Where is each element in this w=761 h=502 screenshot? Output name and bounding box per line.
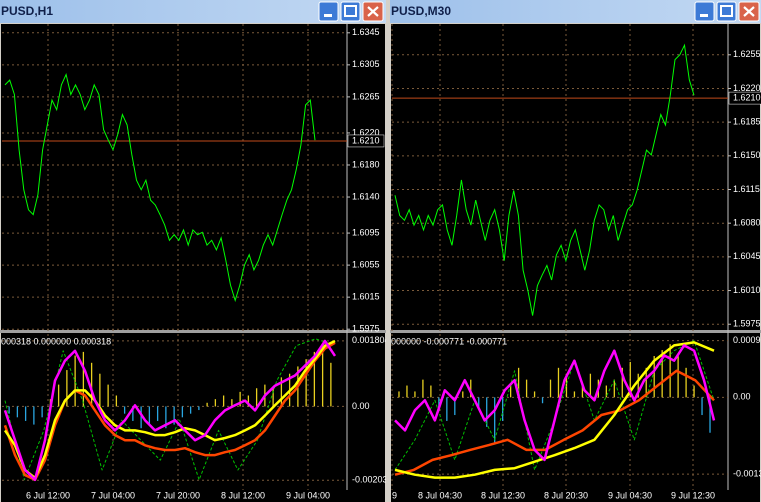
indicator-line xyxy=(3,339,336,480)
time-label: 9 Jul 12:30 xyxy=(671,490,715,500)
time-label: 9 Jul 04:30 xyxy=(608,490,652,500)
price-tick-label: 1.6220 xyxy=(352,127,380,137)
indicator-line xyxy=(3,339,337,482)
price-line xyxy=(4,72,316,303)
price-line xyxy=(394,43,695,316)
minimize-button[interactable] xyxy=(694,1,715,22)
current-price-label: 1.6210 xyxy=(352,135,380,145)
time-label: 8 Jul 04:30 xyxy=(418,490,462,500)
price-tick-label: 1.6255 xyxy=(733,49,761,59)
price-tick-label: 1.6220 xyxy=(733,83,761,93)
indicator-header: 000000 -0.000771 -0.000771 xyxy=(391,336,507,346)
time-label: 7 Jul 04:00 xyxy=(91,490,135,500)
price-tick-label: 1.6305 xyxy=(352,59,380,69)
time-label: 9 Jul 04:00 xyxy=(286,490,330,500)
price-tick-label: 1.6185 xyxy=(733,117,761,127)
time-label: 8 Jul 20:30 xyxy=(544,490,588,500)
indicator-line xyxy=(394,341,715,479)
indicator-tick-label: 0.00096 xyxy=(733,335,761,345)
maximize-button[interactable] xyxy=(340,1,361,22)
indicator-header: 000318 0.000000 0.000318 xyxy=(1,336,111,346)
minimize-button[interactable] xyxy=(318,1,339,22)
price-tick-label: 1.5975 xyxy=(352,324,380,334)
indicator-line xyxy=(4,338,336,481)
time-label: 6 Jul 12:00 xyxy=(26,490,70,500)
indicator-tick-label: 0.00 xyxy=(733,392,751,402)
chart-background xyxy=(391,24,760,330)
indicator-tick-label: -0.00203 xyxy=(352,475,388,485)
window-title: PUSD,M30 xyxy=(391,4,451,18)
price-tick-label: 1.6095 xyxy=(352,227,380,237)
chart-window: 9 8 Jul 04:30 8 Jul 12:30 8 Jul 20:30 9 Jul … xyxy=(390,24,761,502)
close-button[interactable] xyxy=(738,1,760,22)
time-label: 7 Jul 20:00 xyxy=(156,490,200,500)
price-tick-label: 1.6345 xyxy=(352,27,380,37)
maximize-button[interactable] xyxy=(716,1,737,22)
indicator-tick-label: -0.00130 xyxy=(733,468,761,478)
window-title: PUSD,H1 xyxy=(1,4,53,18)
time-label: 9 xyxy=(392,490,397,500)
axis-row xyxy=(1,490,385,502)
indicator-tick-label: 0.00 xyxy=(352,401,370,411)
indicator-tick-label: 0.001804 xyxy=(352,335,390,345)
chart-background xyxy=(1,24,385,330)
price-tick-label: 1.6115 xyxy=(733,184,760,194)
price-tick-label: 1.6150 xyxy=(733,150,761,160)
price-tick-label: 1.6265 xyxy=(352,91,380,101)
indicator-line xyxy=(394,369,715,476)
current-price-box xyxy=(347,134,385,148)
price-tick-label: 1.6180 xyxy=(352,159,380,169)
axis-row xyxy=(391,490,760,502)
price-tick-label: 1.6080 xyxy=(733,218,761,228)
chart-window: 6 Jul 12:00 7 Jul 04:00 7 Jul 20:00 8 Jul 1… xyxy=(0,24,390,502)
indicator-line xyxy=(394,344,716,462)
price-tick-label: 1.6045 xyxy=(733,251,761,261)
indicator-background xyxy=(391,333,760,490)
time-label: 8 Jul 12:00 xyxy=(221,490,265,500)
current-price-label: 1.6210 xyxy=(733,92,761,102)
price-tick-label: 1.5975 xyxy=(733,319,761,329)
price-tick-label: 1.6015 xyxy=(352,292,380,302)
price-tick-label: 1.6010 xyxy=(733,285,761,295)
close-button[interactable] xyxy=(362,1,384,22)
price-tick-label: 1.6055 xyxy=(352,259,380,269)
current-price-box xyxy=(728,91,761,105)
price-tick-label: 1.6140 xyxy=(352,191,380,201)
time-label: 8 Jul 12:30 xyxy=(481,490,525,500)
